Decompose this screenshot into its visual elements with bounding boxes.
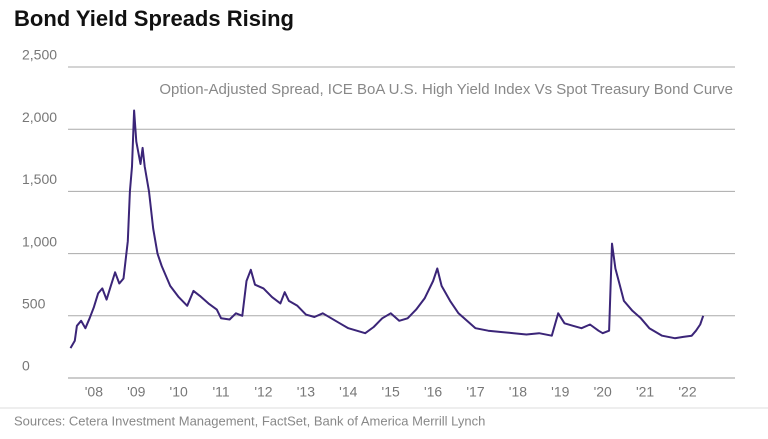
x-tick-label: '13 (297, 384, 315, 400)
y-tick-label: 1,000 (22, 233, 57, 249)
x-tick-label: '19 (551, 384, 569, 400)
y-tick-label: 500 (22, 296, 46, 312)
x-tick-label: '10 (170, 384, 188, 400)
y-tick-label: 0 (22, 358, 30, 374)
y-tick-label: 2,000 (22, 109, 57, 125)
source-note: Sources: Cetera Investment Management, F… (14, 413, 485, 428)
x-tick-label: '14 (339, 384, 357, 400)
x-tick-label: '20 (594, 384, 612, 400)
x-tick-label: '17 (466, 384, 484, 400)
chart-title: Bond Yield Spreads Rising (14, 6, 294, 31)
y-tick-label: 2,500 (22, 47, 57, 63)
x-tick-label: '18 (509, 384, 527, 400)
x-tick-label: '12 (254, 384, 272, 400)
x-tick-label: '22 (678, 384, 696, 400)
x-tick-label: '15 (382, 384, 400, 400)
y-tick-label: 1,500 (22, 171, 57, 187)
x-tick-label: '11 (212, 384, 229, 400)
x-tick-label: '08 (85, 384, 103, 400)
chart-subtitle: Option-Adjusted Spread, ICE BoA U.S. Hig… (159, 81, 733, 98)
x-tick-label: '16 (424, 384, 442, 400)
data-line (69, 109, 705, 349)
x-tick-label: '09 (127, 384, 145, 400)
x-tick-label: '21 (636, 384, 654, 400)
